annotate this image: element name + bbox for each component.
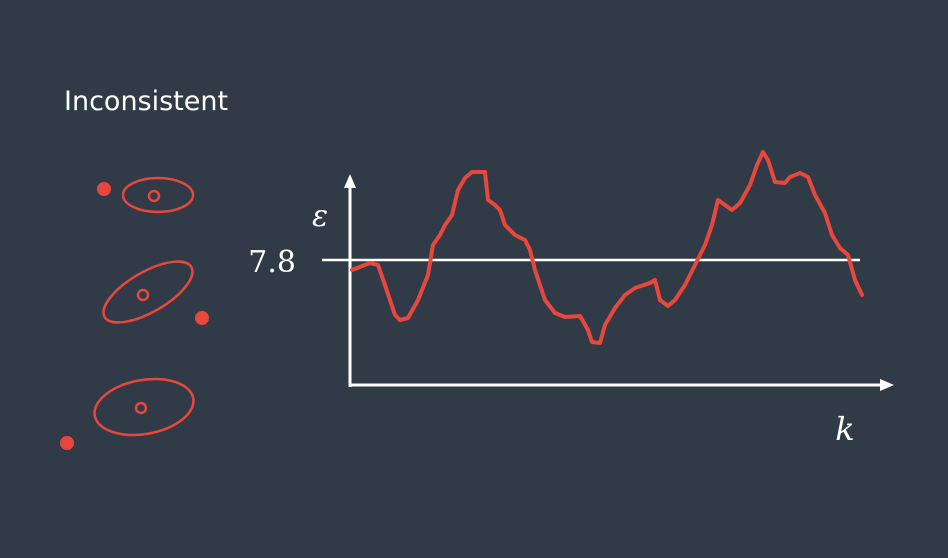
point [97,182,111,196]
ellipse-center [134,401,148,415]
point [60,436,74,450]
x-axis-label: k [835,410,854,448]
y-arrow [344,174,356,188]
ellipse [121,176,195,214]
y-axis-label: ε [312,199,328,234]
ellipse [93,377,195,437]
threshold-label: 7.8 [248,245,296,280]
ellipse-center [136,288,150,302]
ellipses [93,176,195,437]
ellipse-center [147,189,161,203]
title: Inconsistent [64,86,228,117]
axes [322,182,886,387]
error-curve [350,150,864,345]
x-arrow [880,379,894,391]
ellipse [102,260,194,324]
points [60,182,209,450]
point [195,311,209,325]
